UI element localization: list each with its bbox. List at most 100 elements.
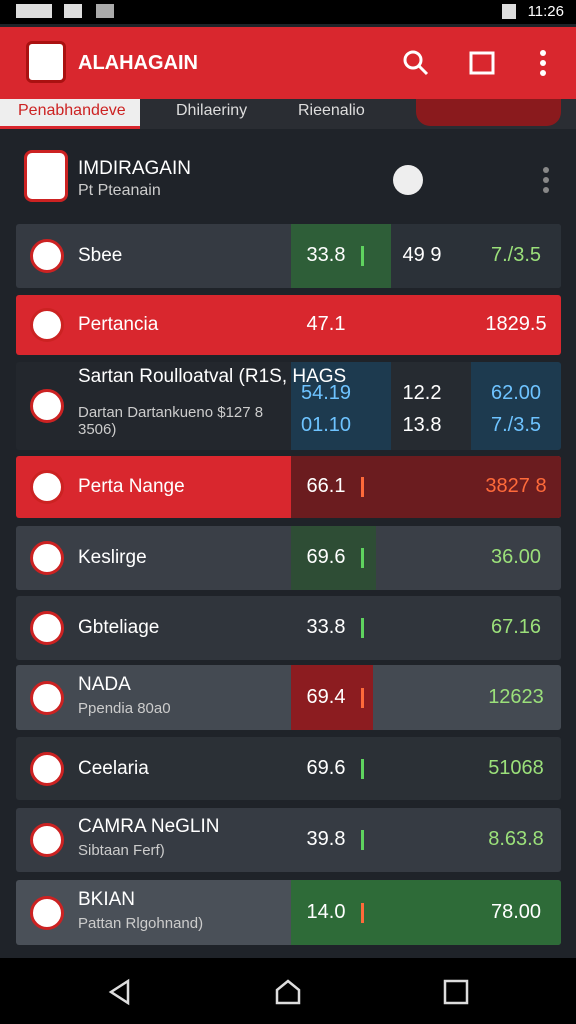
app-logo [26,41,66,83]
row-name: Gbteliage [78,617,160,638]
team-logo [30,751,64,786]
status-icon [96,4,114,18]
value-cell [291,880,561,945]
value-cell [471,362,561,450]
row-name: Sartan Roulloatval (R1S, HAGS [78,366,347,387]
team-logo [30,541,64,575]
header-subtitle: Pt Pteanain [78,182,161,199]
row-value: 66.1 [306,475,346,497]
list-row[interactable]: BKIAN Pattan Rlgohnand) 14.0 78.00 [16,880,561,945]
status-icon [64,4,82,18]
row-name: Keslirge [78,547,147,568]
more-button[interactable] [542,166,550,194]
list-row[interactable]: Ceelaria 69.6 51068 [16,737,561,800]
row-value: 3827 8 [485,475,547,497]
home-button[interactable] [274,978,302,1006]
row-name: Sbee [78,245,123,266]
list-row[interactable]: Keslirge 69.6 36.00 [16,526,561,590]
row-value: 33.8 [306,244,346,266]
tab[interactable]: Penabhandeve [0,99,140,129]
list-row[interactable]: Gbteliage 33.8 67.16 [16,596,561,660]
team-logo [30,389,64,423]
app-title: ALAHAGAIN [78,52,198,74]
row-value: 33.8 [306,616,346,638]
trend-arrow [361,618,364,638]
back-button[interactable] [106,978,134,1006]
row-value: 47.1 [306,313,346,335]
value-cell [291,456,561,518]
window-button[interactable] [468,49,496,77]
tab-bar: Penabhandeve Dhilaeriny Rieenalio [0,99,576,129]
row-value: 01.10 [300,414,352,436]
search-button[interactable] [402,49,430,77]
row-value: 49 9 [402,244,442,266]
value-cell [291,224,391,288]
row-name: CAMRA NeGLIN [78,816,220,837]
value-cell [291,665,373,730]
trend-arrow [361,548,364,568]
row-value: 39.8 [306,828,346,850]
row-value: 62.00 [490,382,542,404]
trend-arrow [361,758,364,779]
nav-bar [0,958,576,1024]
team-logo [30,680,64,715]
trend-arrow [361,902,364,923]
row-name: BKIAN [78,888,136,910]
row-value: 8.63.8 [488,828,544,850]
tab-decoration [416,99,561,126]
team-logo [30,823,64,857]
header-title: IMDIRAGAIN [78,158,191,179]
team-logo [30,239,64,273]
row-value: 78.00 [490,900,542,923]
list-row[interactable]: Pertancia 47.1 1829.5 [16,295,561,355]
row-value: 1829.5 [485,313,547,335]
tab-label: Penabhandeve [18,102,126,119]
row-name: NADA [78,673,131,695]
row-value: 12.2 [402,382,442,404]
list-row[interactable]: NADA Ppendia 80a0 69.4 12623 [16,665,561,730]
row-subtitle: Ppendia 80a0 [78,699,171,717]
row-name: Perta Nange [78,476,185,497]
header-card: IMDIRAGAIN Pt Pteanain [16,150,561,210]
team-logo [24,150,68,202]
list-row[interactable]: Sartan Roulloatval (R1S, HAGS Dartan Dart… [16,362,561,450]
status-dot [393,165,423,195]
tab-label[interactable]: Rieenalio [298,102,365,119]
status-icon [16,4,52,18]
row-value: 13.8 [402,414,442,436]
team-logo [30,895,64,930]
value-cell [391,224,561,288]
row-value: 51068 [488,756,544,779]
app-bar: ALAHAGAIN [0,27,576,99]
row-value: 54.19 [300,382,352,404]
value-cell [291,362,391,450]
row-value: 7./3.5 [490,414,542,436]
row-value: 36.00 [490,546,542,568]
value-cell [391,362,471,450]
row-value: 12623 [488,685,544,708]
row-subtitle: Dartan Dartankueno $127 8 3506) [78,404,264,438]
status-bar: 11:26 [0,0,576,24]
menu-button[interactable] [536,49,550,77]
row-subtitle: Pattan Rlgohnand) [78,914,204,932]
row-value: 67.16 [490,616,542,638]
team-logo [30,611,64,645]
row-value: 14.0 [306,900,346,923]
list-row[interactable]: Perta Nange 66.1 3827 8 [16,456,561,518]
status-time: 11:26 [527,3,564,20]
recents-button[interactable] [442,978,470,1006]
tab-label[interactable]: Dhilaeriny [176,102,248,119]
row-value: 69.6 [306,756,346,779]
trend-arrow [361,687,364,708]
row-value: 7./3.5 [490,244,542,266]
row-name: Ceelaria [78,757,149,779]
trend-arrow [361,477,364,497]
team-logo [30,308,64,342]
list-row[interactable]: Sbee 33.8 49 9 7./3.5 [16,224,561,288]
list-row[interactable]: CAMRA NeGLIN Sibtaan Ferf) 39.8 8.63.8 [16,808,561,872]
trend-arrow [361,246,364,266]
trend-arrow [361,830,364,850]
row-value: 69.6 [306,546,346,568]
row-name: Pertancia [78,314,159,335]
